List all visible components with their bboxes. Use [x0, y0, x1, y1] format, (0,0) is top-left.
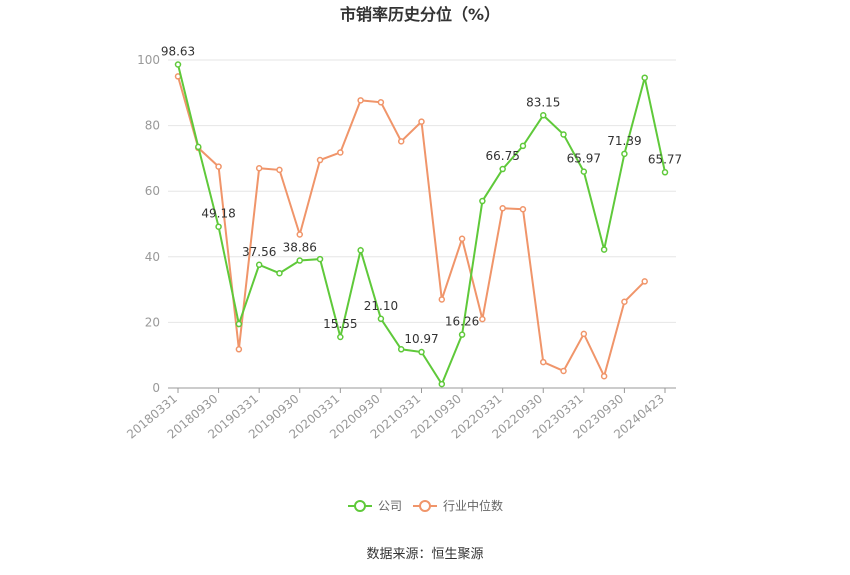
data-point[interactable] [377, 315, 385, 323]
data-point[interactable] [519, 142, 527, 150]
data-point[interactable] [458, 235, 466, 243]
data-point[interactable] [621, 298, 628, 305]
data-point[interactable] [276, 269, 283, 277]
data-point[interactable] [458, 331, 466, 338]
data-point[interactable] [560, 131, 567, 138]
data-point[interactable] [519, 205, 527, 213]
data-label: 65.97 [567, 152, 601, 166]
data-point[interactable] [296, 257, 303, 264]
series-line [177, 76, 646, 380]
data-point[interactable] [418, 118, 425, 125]
data-point[interactable] [235, 320, 243, 328]
series-group [174, 61, 669, 388]
data-point[interactable] [337, 149, 344, 156]
data-label: 10.97 [404, 332, 438, 346]
data-point[interactable] [438, 296, 446, 303]
chart-title: 市销率历史分位（%） [340, 5, 500, 24]
legend-label-industry-median: 行业中位数 [443, 498, 503, 513]
source-note: 数据来源：恒生聚源 [366, 547, 483, 562]
legend-label-company: 公司 [378, 499, 402, 513]
data-point[interactable] [499, 205, 506, 212]
data-point[interactable] [479, 197, 486, 205]
x-axis-ticks: 2018033120180930201903312019093020200331… [124, 388, 667, 442]
data-label: 15.55 [323, 317, 357, 331]
data-point[interactable] [296, 231, 303, 238]
data-point[interactable] [580, 168, 588, 175]
data-point[interactable] [276, 166, 283, 174]
data-point[interactable] [235, 346, 243, 353]
data-point[interactable] [397, 138, 405, 145]
data-point[interactable] [174, 61, 182, 68]
data-label: 66.75 [485, 149, 519, 163]
data-point[interactable] [621, 150, 628, 158]
data-label: 49.18 [201, 207, 235, 221]
data-label: 98.63 [161, 44, 195, 58]
data-point[interactable] [499, 165, 506, 173]
data-point[interactable] [316, 156, 324, 164]
legend-item-industry-median[interactable]: 行业中位数 [413, 498, 503, 513]
data-point[interactable] [600, 372, 608, 380]
data-point[interactable] [377, 99, 385, 106]
grid [168, 59, 676, 323]
data-point[interactable] [641, 74, 648, 81]
data-labels: 98.63 49.18 37.56 38.86 15.55 21.10 10.97 16.26… [161, 44, 682, 346]
data-point[interactable] [255, 164, 263, 172]
y-tick-label: 100 [137, 53, 160, 67]
data-label: 16.26 [445, 315, 479, 329]
data-label: 71.39 [607, 134, 641, 148]
data-point[interactable] [357, 97, 364, 104]
data-point[interactable] [540, 112, 547, 119]
y-tick-label: 20 [145, 315, 160, 329]
data-point[interactable] [661, 169, 669, 176]
data-point[interactable] [337, 333, 344, 341]
data-label: 83.15 [526, 95, 560, 109]
data-point[interactable] [418, 348, 425, 356]
data-point[interactable] [641, 278, 648, 285]
data-point[interactable] [215, 223, 222, 230]
data-label: 37.56 [242, 245, 276, 259]
data-point[interactable] [540, 358, 547, 366]
data-point[interactable] [255, 261, 263, 269]
y-tick-label: 80 [145, 119, 160, 133]
y-tick-label: 60 [145, 184, 160, 198]
data-point[interactable] [397, 346, 405, 353]
y-axis-ticks: 0 20 40 60 80 100 [137, 53, 160, 395]
data-label: 65.77 [648, 152, 682, 166]
data-point[interactable] [357, 246, 364, 254]
legend: 公司 行业中位数 [348, 498, 503, 513]
data-point[interactable] [316, 255, 324, 263]
data-point[interactable] [560, 367, 567, 375]
legend-item-company[interactable]: 公司 [348, 499, 402, 513]
y-tick-label: 40 [145, 250, 160, 264]
data-point[interactable] [215, 163, 222, 170]
data-point[interactable] [600, 246, 608, 253]
data-point[interactable] [580, 330, 588, 338]
y-tick-label: 0 [152, 381, 160, 395]
data-point[interactable] [479, 315, 486, 323]
data-label: 38.86 [283, 241, 317, 255]
data-point[interactable] [195, 143, 202, 151]
data-point[interactable] [438, 380, 446, 388]
data-label: 21.10 [364, 299, 398, 313]
